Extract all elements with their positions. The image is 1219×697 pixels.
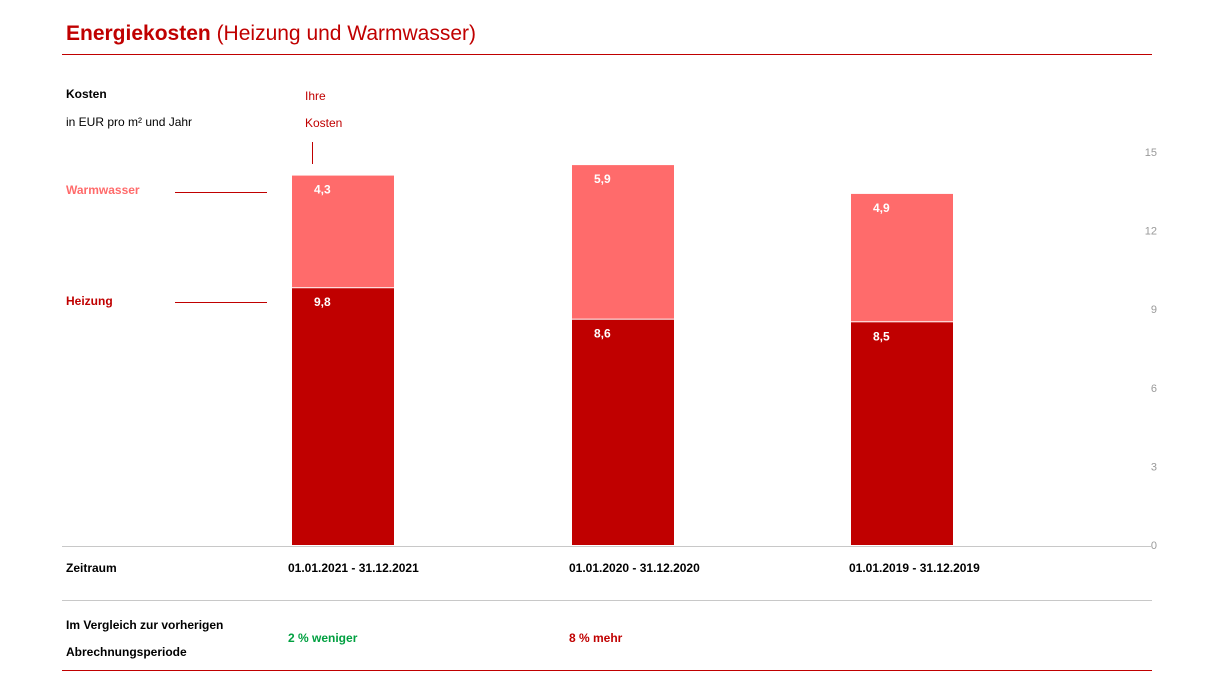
bar-heizung [572,319,674,545]
legend-heizung-line [175,302,267,303]
bottom-divider [62,670,1152,671]
unit-sublabel: in EUR pro m² und Jahr [66,115,193,129]
y-tick-label: 0 [1151,540,1157,552]
marker-line1: Ihre [305,89,326,103]
bar-value-label: 4,3 [314,183,331,197]
marker-line2: Kosten [305,116,343,130]
category-label: 01.01.2020 - 31.12.2020 [569,561,700,575]
bar-warmwasser [292,175,394,288]
category-label: 01.01.2021 - 31.12.2021 [288,561,419,575]
zeitraum-label: Zeitraum [66,561,117,575]
axis-baseline [62,546,1152,547]
y-tick-label: 3 [1151,461,1157,473]
bar-value-label: 5,9 [594,172,611,186]
bar-heizung [851,322,953,545]
vergleich-label-1: Im Vergleich zur vorherigen [66,618,224,632]
title-bold: Energiekosten [66,22,211,45]
bar-warmwasser [851,193,953,322]
y-tick-label: 12 [1145,226,1157,238]
vergleich-value: 8 % mehr [569,631,623,645]
y-tick-label: 9 [1151,304,1157,316]
y-tick-label: 15 [1145,147,1157,159]
vergleich-value: 2 % weniger [288,631,358,645]
bar-value-label: 8,6 [594,327,611,341]
bar-value-label: 9,8 [314,295,331,309]
title-divider [62,54,1152,55]
legend-heizung: Heizung [66,294,113,308]
vergleich-label-2: Abrechnungsperiode [66,645,187,659]
bar-value-label: 8,5 [873,329,890,343]
legend-warmwasser: Warmwasser [66,183,140,197]
category-label: 01.01.2019 - 31.12.2019 [849,561,980,575]
y-tick-label: 6 [1151,383,1157,395]
bar-value-label: 4,9 [873,201,890,215]
bar-warmwasser [572,165,674,319]
unit-label: Kosten [66,87,107,101]
bar-heizung [292,288,394,545]
marker-line [312,142,313,164]
legend-warmwasser-line [175,192,267,193]
page-title: Energiekosten (Heizung und Warmwasser) [66,22,476,46]
row-divider [62,600,1152,601]
title-rest: (Heizung und Warmwasser) [216,22,477,45]
